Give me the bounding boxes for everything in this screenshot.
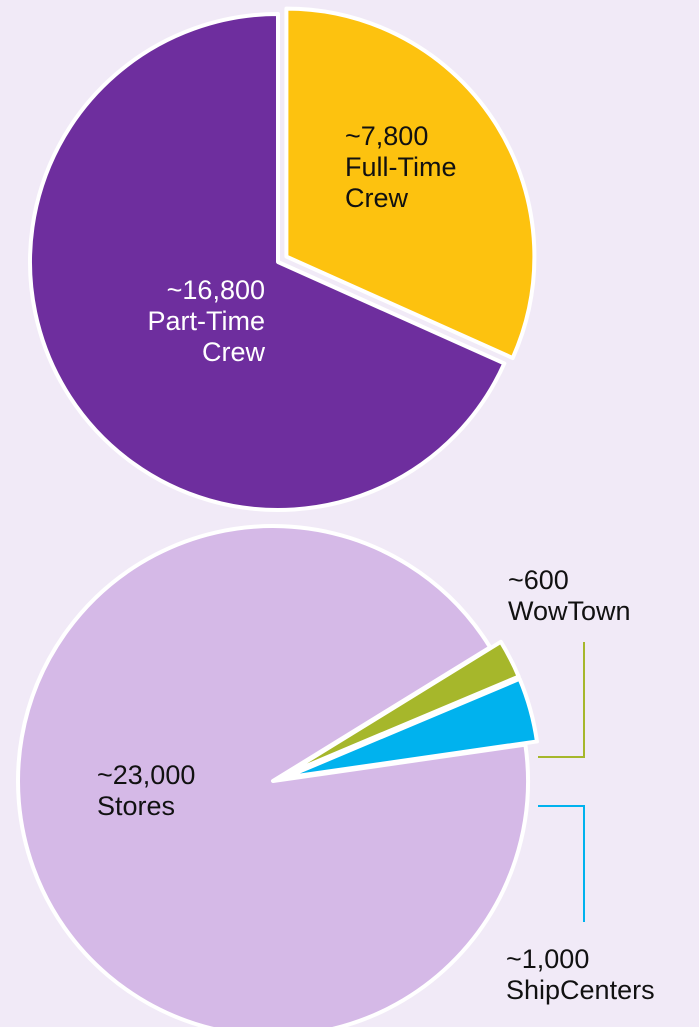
slice-crew bbox=[28, 12, 507, 512]
slice-category: ShipCenters bbox=[506, 975, 655, 1005]
slice-wowtown bbox=[281, 639, 521, 778]
slice-label-crew: ~16,800 Part-Time Crew bbox=[147, 275, 265, 367]
slice-label-wowtown: ~600 WowTown bbox=[508, 565, 631, 626]
slice-stores bbox=[16, 524, 530, 1027]
slice-crew bbox=[284, 6, 537, 361]
slice-label-crew: ~7,800 Full-Time Crew bbox=[345, 121, 457, 213]
slice-shipcenters bbox=[282, 676, 539, 780]
slice-category: WowTown bbox=[508, 596, 631, 626]
slice-value: ~1,000 bbox=[506, 944, 589, 974]
slice-value: ~23,000 bbox=[97, 760, 195, 790]
slice-category: Crew bbox=[202, 337, 266, 367]
slice-value: ~16,800 bbox=[167, 275, 265, 305]
slice-value: ~7,800 bbox=[345, 121, 428, 151]
slice-value: ~600 bbox=[508, 565, 569, 595]
slice-category: Full-Time bbox=[345, 152, 457, 182]
slice-label-stores: ~23,000 Stores bbox=[97, 760, 195, 821]
pie-chart-2: ~23,000 Stores ~600 WowTown ~1,000 ShipCenter… bbox=[16, 524, 655, 1027]
slice-label-shipcenters: ~1,000 ShipCenters bbox=[506, 944, 655, 1005]
leader-line-wowtown bbox=[538, 642, 585, 758]
leader-line-shipcenters bbox=[538, 805, 585, 922]
slice-category: Crew bbox=[345, 183, 409, 213]
slice-category: Part-Time bbox=[147, 306, 265, 336]
pie-chart-1: ~7,800 Full-Time Crew~16,800 Part-Time Crew bbox=[28, 6, 537, 512]
slice-category: Stores bbox=[97, 791, 175, 821]
